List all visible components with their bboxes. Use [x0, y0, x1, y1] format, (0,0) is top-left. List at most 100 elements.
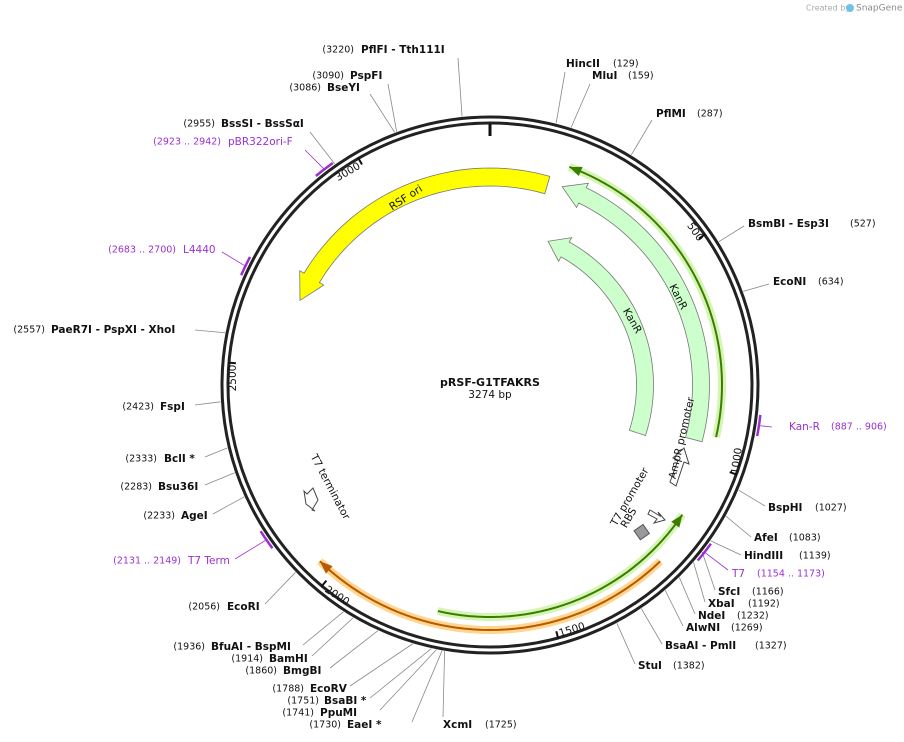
- enzyme-leader: [725, 515, 752, 538]
- tick: [729, 471, 738, 476]
- enzyme-name: StuI: [638, 660, 662, 672]
- enzyme-leader: [204, 447, 228, 458]
- primer-leader: [221, 251, 245, 266]
- enzyme-leader: [387, 83, 398, 132]
- tick-label: 2500: [227, 365, 239, 392]
- enzyme-position: (1741): [282, 708, 314, 719]
- enzyme-name: BssSI - BssSαI: [221, 118, 304, 130]
- enzyme-leader: [379, 649, 437, 711]
- enzyme-leader: [678, 577, 696, 615]
- tick: [555, 630, 560, 640]
- primer-leader: [234, 540, 266, 560]
- enzyme-name: NdeI: [698, 610, 725, 622]
- enzyme-leader: [264, 572, 296, 605]
- enzyme-name: EcoRV: [310, 683, 348, 695]
- primer-name: pBR322ori-F: [228, 136, 293, 148]
- orange-arc: [319, 560, 661, 632]
- enzyme-name: PpuMI: [320, 707, 357, 719]
- tick: [227, 361, 237, 365]
- primer-name: T7 Term: [187, 555, 230, 567]
- enzyme-name: SfcI: [718, 586, 740, 598]
- enzyme-position: (1269): [731, 623, 763, 634]
- plasmid-name: pRSF-G1TFAKRS: [440, 376, 540, 389]
- tick: [698, 233, 706, 240]
- enzyme-position: (2423): [122, 402, 154, 413]
- enzyme-position: (1327): [755, 641, 787, 652]
- primer-range: (887 .. 906): [831, 422, 887, 433]
- enzyme-leader: [457, 57, 463, 117]
- t7-terminator-arrow: [303, 487, 319, 512]
- enzyme-name: PspFI: [350, 70, 382, 82]
- primer-mark: [240, 256, 252, 276]
- enzyme-position: (2233): [143, 511, 175, 522]
- enzyme-leader: [701, 551, 716, 591]
- enzyme-position: (159): [628, 71, 654, 82]
- enzyme-name: BsaBI *: [324, 695, 367, 707]
- enzyme-name: AgeI: [181, 510, 208, 522]
- enzyme-name: FspI: [160, 401, 185, 413]
- enzyme-position: (527): [850, 219, 876, 230]
- primer-mark: [696, 542, 712, 562]
- brand: SnapGene: [856, 4, 903, 14]
- enzyme-position: (1382): [673, 661, 705, 672]
- enzyme-position: (129): [613, 59, 639, 70]
- primer-range: (2131 .. 2149): [113, 556, 181, 567]
- enzyme-leader: [442, 651, 446, 718]
- enzyme-position: (1725): [485, 720, 517, 731]
- tick: [357, 157, 363, 165]
- enzyme-position: (2955): [183, 119, 215, 130]
- kanr-inner: [547, 237, 654, 437]
- kanr-outer: [561, 182, 710, 443]
- enzyme-position: (2557): [13, 325, 45, 336]
- enzyme-position: (634): [818, 277, 844, 288]
- enzyme-leader: [369, 93, 396, 133]
- enzyme-leader: [194, 401, 221, 406]
- enzyme-name: EaeI *: [347, 719, 382, 731]
- enzyme-name: BamHI: [269, 653, 308, 665]
- enzyme-name: BfuAI - BspMI: [211, 641, 291, 653]
- enzyme-leader: [710, 540, 742, 556]
- enzyme-position: (1166): [752, 587, 784, 598]
- tick-label: 1000: [729, 447, 745, 475]
- enzyme-name: Bsu36I: [158, 481, 198, 493]
- enzyme-name: BclI *: [164, 453, 195, 465]
- enzyme-leader: [204, 472, 235, 486]
- primer-name: Kan-R: [789, 421, 820, 433]
- enzyme-name: PflFI - Tth111I: [361, 44, 445, 56]
- enzyme-leader: [411, 650, 443, 723]
- feature-label: T7 terminator: [307, 451, 352, 522]
- enzyme-position: (1751): [287, 696, 319, 707]
- enzyme-position: (2056): [188, 602, 220, 613]
- enzyme-position: (1232): [737, 611, 769, 622]
- enzyme-position: (1914): [231, 654, 263, 665]
- enzyme-leader: [640, 608, 663, 645]
- enzyme-position: (2333): [125, 454, 157, 465]
- ampr-promoter-arrow: [669, 447, 690, 487]
- enzyme-name: BmgBI: [283, 665, 321, 677]
- enzyme-name: MluI: [592, 70, 617, 82]
- enzyme-position: (1936): [173, 642, 205, 653]
- enzyme-position: (1027): [815, 503, 847, 514]
- enzyme-position: (3090): [312, 71, 344, 82]
- enzyme-position: (2283): [120, 482, 152, 493]
- enzyme-leader: [630, 119, 653, 156]
- tick: [320, 579, 328, 588]
- plasmid-size: 3274 bp: [468, 389, 512, 401]
- enzyme-leader: [194, 329, 226, 334]
- logo: [846, 4, 854, 12]
- orange-arc-head: [319, 561, 333, 574]
- primer-leader: [705, 552, 729, 571]
- enzyme-leader: [570, 83, 591, 128]
- enzyme-name: AlwNI: [686, 622, 720, 634]
- enzyme-position: (1083): [789, 533, 821, 544]
- primer-mark: [259, 530, 274, 549]
- enzyme-leader: [302, 611, 344, 646]
- enzyme-position: (1788): [272, 684, 304, 695]
- rsf-ori: [299, 167, 551, 302]
- green-arc-outer-head: [569, 166, 583, 177]
- enzyme-name: XcmI: [443, 719, 472, 731]
- enzyme-name: EcoNI: [773, 276, 806, 288]
- credit: Created by: [806, 4, 850, 13]
- enzyme-leader: [693, 562, 706, 603]
